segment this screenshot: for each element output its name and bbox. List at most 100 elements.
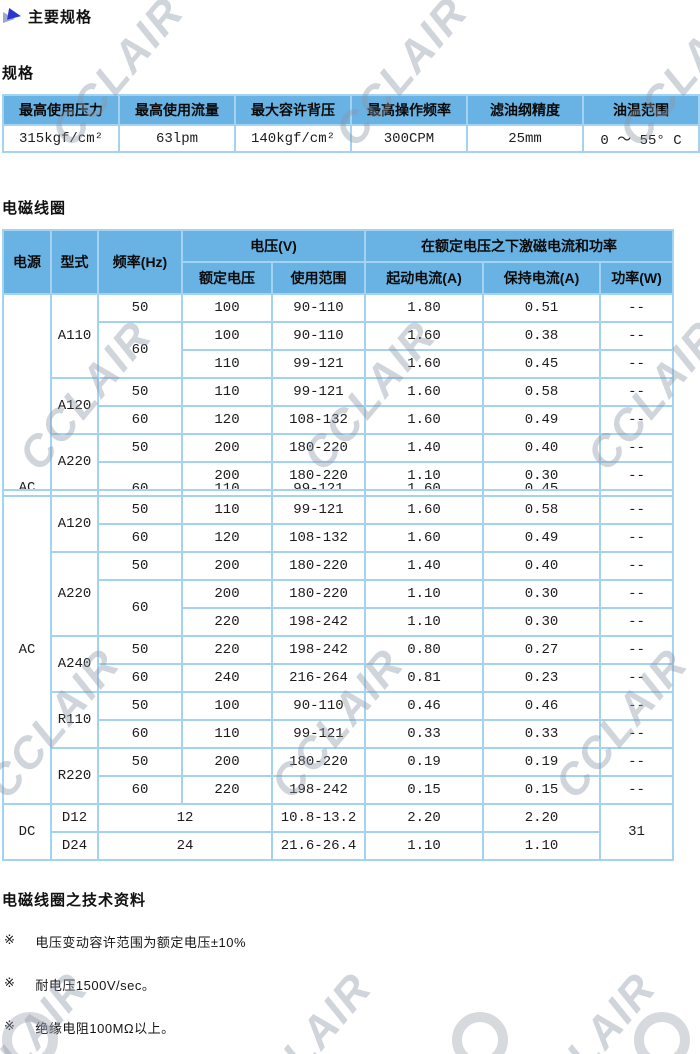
value-cell: -- bbox=[599, 635, 675, 665]
clipped-label: AC bbox=[18, 480, 36, 490]
value-cell: 1.60 bbox=[364, 377, 485, 407]
value-cell: 90-110 bbox=[270, 321, 367, 351]
value-cell: 120 bbox=[181, 523, 273, 553]
col-frequency: 频率(Hz) bbox=[97, 229, 183, 295]
value-cell: 1.40 bbox=[364, 433, 485, 463]
value-cell: -- bbox=[599, 495, 675, 525]
value-cell: -- bbox=[599, 321, 675, 351]
col-usage-range: 使用范围 bbox=[270, 261, 367, 295]
power-dc: DC bbox=[2, 803, 52, 861]
value-cell: 0.15 bbox=[364, 775, 485, 805]
value-cell: 50 bbox=[97, 691, 183, 721]
value-cell: 0.80 bbox=[364, 635, 485, 665]
note-bullet-icon: ※ bbox=[4, 975, 16, 990]
value-cell: 216-264 bbox=[270, 663, 367, 693]
value-cell: 108-132 bbox=[270, 405, 367, 435]
clipped-fragment: 60 bbox=[100, 482, 180, 488]
clipped-fragment: 1.60 bbox=[367, 482, 481, 488]
col-holding-current: 保持电流(A) bbox=[482, 261, 602, 295]
value-cell: 0.27 bbox=[482, 635, 602, 665]
note-text: 电压变动容许范围为额定电压±10% bbox=[35, 935, 247, 950]
value-cell bbox=[270, 489, 367, 497]
value-cell: 120 bbox=[181, 405, 273, 435]
value-cell: -- bbox=[599, 523, 675, 553]
value-cell: 100 bbox=[181, 293, 273, 323]
value-cell: 180-220 bbox=[270, 747, 367, 777]
value-cell: -- bbox=[599, 433, 675, 463]
value-cell: 110 bbox=[181, 349, 273, 379]
value-cell: 220 bbox=[181, 775, 273, 805]
value-cell: 60 bbox=[97, 579, 183, 637]
value-cell: -- bbox=[599, 719, 675, 749]
note-bullet-icon: ※ bbox=[4, 932, 16, 947]
value-cell: 60 bbox=[97, 719, 183, 749]
value-cell: 99-121 bbox=[270, 719, 367, 749]
value-cell: 198-242 bbox=[270, 775, 367, 805]
value-cell: 200 bbox=[181, 551, 273, 581]
spec-heading: 规格 bbox=[2, 65, 35, 82]
value-cell: 99-121 bbox=[270, 349, 367, 379]
value-cell: 198-242 bbox=[270, 607, 367, 637]
value-cell bbox=[482, 489, 602, 497]
value-cell: 90-110 bbox=[270, 293, 367, 323]
play-arrow-icon bbox=[3, 7, 23, 25]
value-cell: 1.60 bbox=[364, 523, 485, 553]
value-cell: 0.51 bbox=[482, 293, 602, 323]
clipped-fragment: 110 bbox=[184, 482, 270, 488]
value-cell: 31 bbox=[599, 803, 675, 861]
model-cell: A240 bbox=[50, 635, 99, 693]
model-cell: A220 bbox=[50, 433, 99, 491]
value-cell: 0.23 bbox=[482, 663, 602, 693]
value-cell: 0.49 bbox=[482, 523, 602, 553]
value-cell: -- bbox=[599, 551, 675, 581]
model-cell: R110 bbox=[50, 691, 99, 749]
value-cell: 25mm bbox=[466, 124, 584, 153]
value-cell: 1.40 bbox=[364, 551, 485, 581]
value-cell: -- bbox=[599, 579, 675, 609]
value-cell: 100 bbox=[181, 321, 273, 351]
value-cell: 220 bbox=[181, 607, 273, 637]
value-cell: 0.46 bbox=[364, 691, 485, 721]
value-cell: 220 bbox=[181, 635, 273, 665]
value-cell: 0.40 bbox=[482, 433, 602, 463]
value-cell: 110 bbox=[181, 495, 273, 525]
page-title-row: 主要规格 bbox=[3, 6, 700, 26]
spec-table: 最高使用压力 最高使用流量 最大容许背压 最高操作频率 滤油纲精度 油温范围 315kgf… bbox=[2, 94, 700, 153]
clipped-fragment: 0.45 bbox=[485, 482, 598, 488]
value-cell bbox=[364, 489, 485, 497]
value-cell: 0.15 bbox=[482, 775, 602, 805]
model-cell: A120 bbox=[50, 377, 99, 435]
value-cell: 99-121 bbox=[270, 377, 367, 407]
header-cell: 最高使用压力 bbox=[2, 94, 120, 126]
value-cell: 0.45 bbox=[482, 349, 602, 379]
value-cell: -- bbox=[599, 405, 675, 435]
value-cell: 0.33 bbox=[482, 719, 602, 749]
col-power-w: 功率(W) bbox=[599, 261, 675, 295]
model-cell: A110 bbox=[50, 293, 99, 379]
col-model: 型式 bbox=[50, 229, 99, 295]
model-cell: A120 bbox=[50, 495, 99, 553]
value-cell: -- bbox=[599, 691, 675, 721]
value-cell: 110 bbox=[181, 719, 273, 749]
value-cell: 60 bbox=[97, 321, 183, 379]
value-cell: 0.33 bbox=[364, 719, 485, 749]
value-cell: 180-22099-121 bbox=[270, 461, 367, 491]
value-cell: 0.46 bbox=[482, 691, 602, 721]
value-cell bbox=[97, 489, 183, 497]
value-cell: 60 bbox=[97, 461, 183, 491]
header-cell: 滤油纲精度 bbox=[466, 94, 584, 126]
note-bullet-icon: ※ bbox=[4, 1018, 16, 1033]
value-cell: 240 bbox=[181, 663, 273, 693]
value-cell: 110 bbox=[181, 377, 273, 407]
value-cell: 200110 bbox=[181, 461, 273, 491]
power-ac-clipped: AC bbox=[2, 293, 52, 491]
value-cell: 0.58 bbox=[482, 495, 602, 525]
value-cell: 21.6-26.4 bbox=[270, 831, 367, 861]
value-cell bbox=[2, 489, 52, 497]
value-cell: 200 bbox=[181, 433, 273, 463]
value-cell: 50 bbox=[97, 377, 183, 407]
value-cell: 315kgf/cm² bbox=[2, 124, 120, 153]
value-cell: -- bbox=[599, 377, 675, 407]
value-cell: -- bbox=[599, 775, 675, 805]
